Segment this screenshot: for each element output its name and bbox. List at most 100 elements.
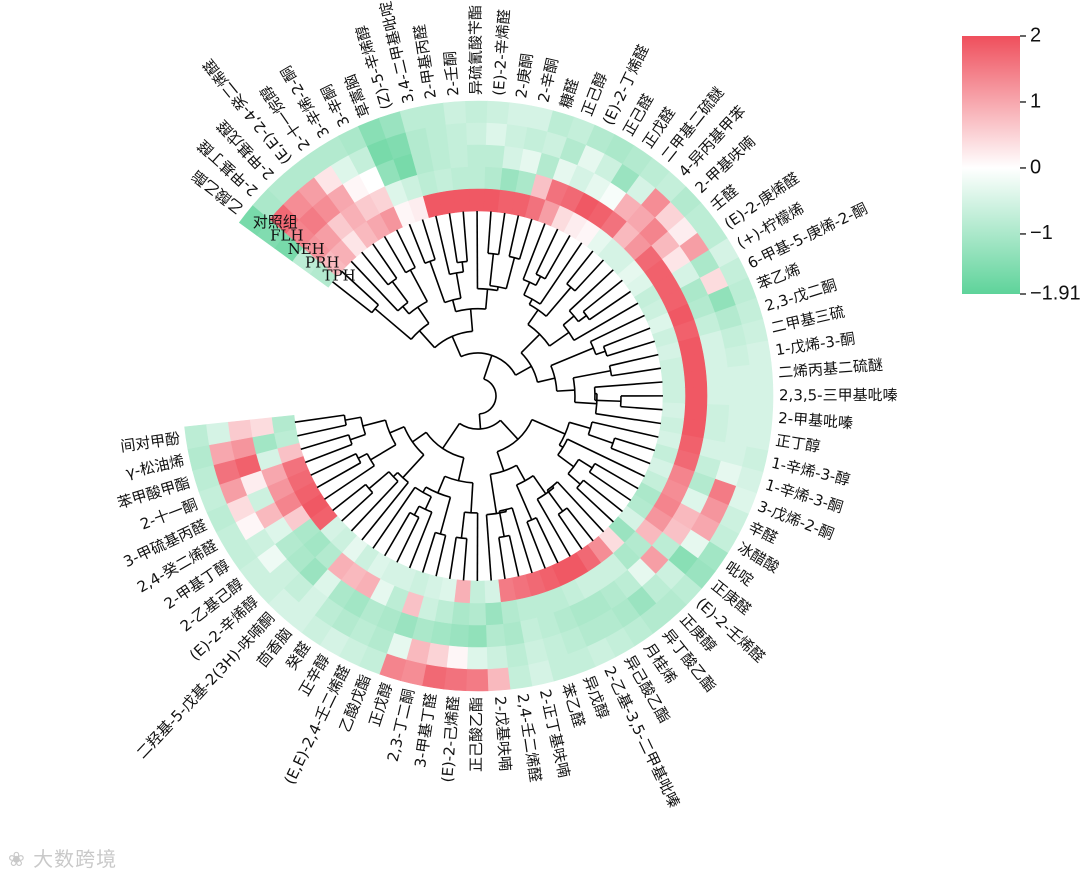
dendrogram-branch (435, 531, 446, 537)
dendrogram-branch (389, 426, 405, 434)
dendrogram-branch (479, 378, 497, 415)
dendrogram-branch (588, 290, 632, 321)
heatmap-cell (466, 646, 488, 670)
dendrogram-branch (372, 243, 398, 279)
dendrogram-branch (557, 507, 568, 515)
dendrogram-branch (572, 377, 576, 403)
dendrogram-branch (566, 283, 576, 292)
compound-label: 异硫氰酸苄酯 (467, 5, 485, 95)
dendrogram-branch (568, 269, 614, 312)
compound-label: 间对甲酚 (119, 429, 181, 455)
dendrogram-branch (439, 497, 452, 535)
dendrogram-branch (469, 308, 474, 332)
dendrogram-branch (408, 223, 426, 264)
heatmap-cell (228, 419, 254, 442)
dendrogram-branch (408, 300, 428, 315)
heatmap-cell (469, 580, 486, 604)
dendrogram-branch (608, 365, 613, 376)
group-label: TPH (323, 267, 356, 285)
dendrogram-branch (544, 235, 571, 280)
dendrogram-branch (520, 352, 539, 383)
dendrogram-branch (515, 365, 532, 376)
heatmap-cell (661, 372, 686, 390)
dendrogram-branch (595, 412, 662, 425)
compound-label: (E)-2-己烯醛 (438, 695, 463, 783)
dendrogram-branch (294, 414, 345, 424)
dendrogram-branch (520, 333, 541, 354)
dendrogram-branch (515, 464, 526, 482)
dendrogram-branch (424, 496, 432, 510)
dendrogram (294, 210, 664, 582)
dendrogram-branch (383, 235, 407, 274)
group-label: FLH (270, 227, 303, 245)
watermark-logo-icon: ❀ (8, 847, 26, 871)
dendrogram-branch (588, 433, 614, 445)
dendrogram-branch (595, 350, 606, 356)
dendrogram-branch (490, 464, 517, 476)
heatmap-cell (486, 645, 509, 670)
heatmap-cell (661, 402, 686, 420)
dendrogram-branch (405, 266, 416, 274)
dendrogram-branch (498, 537, 506, 580)
dendrogram-branch (556, 389, 575, 392)
group-label: 对照组 (253, 213, 298, 231)
dendrogram-branch (557, 513, 583, 550)
heatmap-cell (421, 102, 447, 129)
dendrogram-branch (316, 462, 362, 489)
dendrogram-branch (614, 437, 656, 452)
dendrogram-branch (528, 303, 547, 317)
heatmap-cell (443, 100, 467, 126)
dendrogram-branch (551, 485, 555, 489)
dendrogram-branch (448, 537, 457, 579)
dendrogram-branch (531, 418, 566, 435)
dendrogram-branch (606, 340, 655, 357)
heatmap-cell (448, 623, 469, 648)
heatmap-cell (486, 100, 510, 125)
dendrogram-branch (451, 299, 457, 312)
heatmap-cell (453, 579, 471, 604)
compound-label: 2-庚酮 (512, 52, 536, 99)
dendrogram-branch (462, 211, 469, 262)
dendrogram-branch (372, 486, 416, 549)
dendrogram-branch (483, 355, 493, 380)
compound-label: 2-壬酮 (441, 50, 463, 96)
dendrogram-branch (556, 481, 605, 533)
dendrogram-branch (594, 381, 663, 388)
heatmap-cell (448, 144, 469, 169)
dendrogram-branch (577, 314, 587, 323)
dendrogram-branch (498, 510, 505, 537)
dendrogram-branch (355, 453, 362, 464)
heatmap-cell (271, 415, 297, 434)
dendrogram-branch (402, 305, 410, 315)
dendrogram-branch (528, 298, 533, 305)
dendrogram-branch (437, 476, 446, 494)
compound-label: 3-甲基丁醛 (411, 692, 440, 769)
dendrogram-branch (384, 512, 411, 557)
dendrogram-branch (587, 421, 593, 435)
dendrogram-branch (451, 336, 462, 357)
dendrogram-branch (557, 454, 575, 468)
dendrogram-branch (365, 483, 374, 494)
dendrogram-branch (546, 489, 564, 512)
dendrogram-branch (610, 447, 651, 465)
compound-label: 2-甲基吡嗪 (778, 409, 854, 433)
heatmap-cells (184, 100, 774, 692)
dendrogram-branch (462, 538, 468, 581)
dendrogram-branch (402, 454, 425, 479)
dendrogram-branch (357, 452, 368, 460)
heatmap-cell (504, 642, 529, 668)
dendrogram-branch (573, 302, 639, 341)
colorbar-tick-label: 2 (1030, 24, 1041, 46)
compound-label: 正己酸乙酯 (467, 697, 485, 772)
dendrogram-branch (522, 278, 537, 287)
dendrogram-branch (347, 434, 353, 445)
dendrogram-branch (535, 517, 559, 564)
heatmap-cell (465, 100, 488, 124)
dendrogram-branch (532, 475, 547, 495)
heatmap-cell (662, 387, 686, 404)
dendrogram-branch (417, 306, 430, 324)
heatmap-cell (451, 601, 470, 626)
dendrogram-branch (574, 259, 605, 292)
dendrogram-branch (457, 457, 465, 481)
